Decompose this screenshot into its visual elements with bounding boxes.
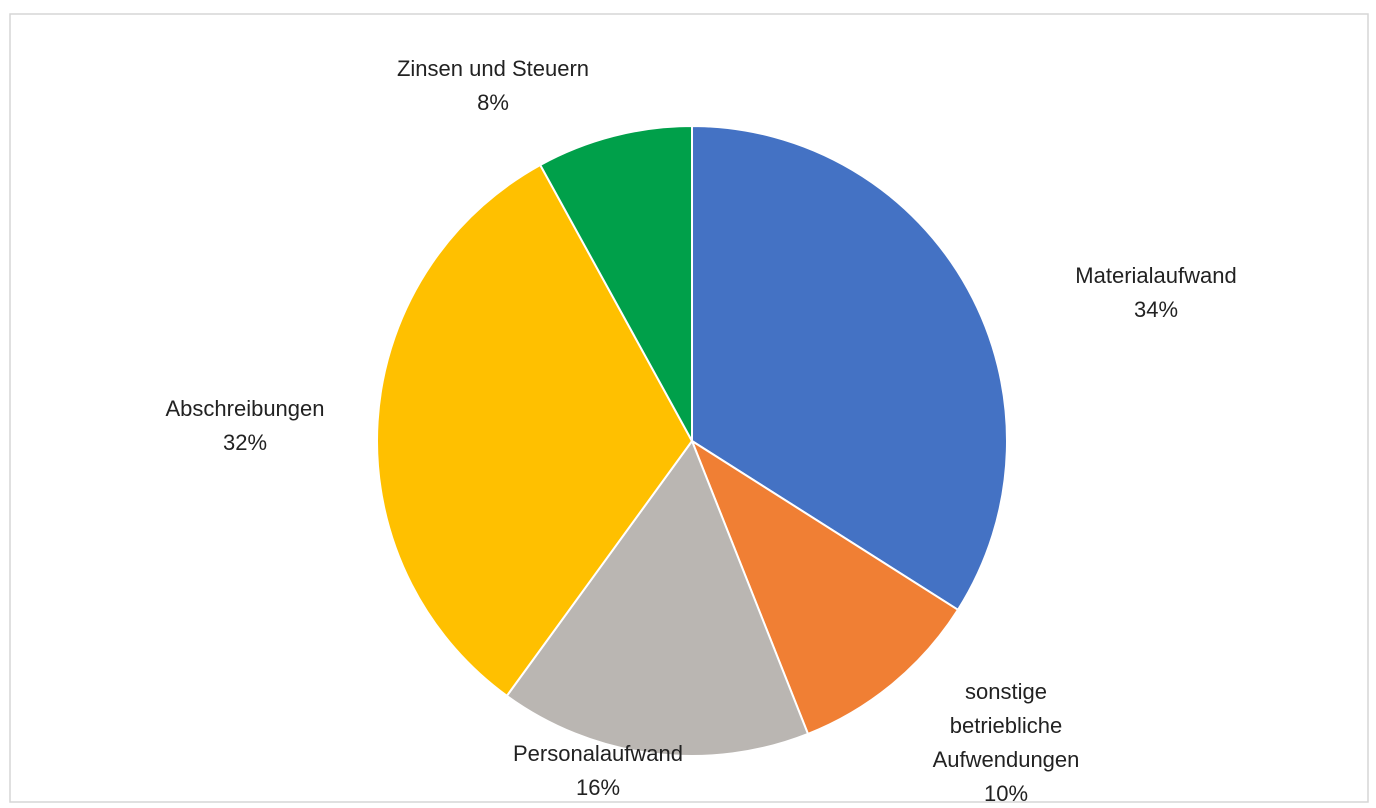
pie-slice xyxy=(376,163,694,698)
slice-label: Materialaufwand xyxy=(1075,263,1236,288)
slice-value-label: 8% xyxy=(477,90,509,115)
pie-slice xyxy=(505,438,810,757)
slice-value-label: 16% xyxy=(576,775,620,800)
slice-label: sonstige betriebliche Aufwendungen xyxy=(933,679,1080,772)
slice-label: Abschreibungen xyxy=(165,396,324,421)
slice-value-label: 32% xyxy=(223,430,267,455)
pie-slice xyxy=(689,438,960,736)
slice-value-label: 10% xyxy=(984,781,1028,806)
pie-slice xyxy=(538,124,693,442)
slice-label: Zinsen und Steuern xyxy=(397,56,589,81)
slice-value-label: 34% xyxy=(1134,297,1178,322)
slice-label: Personalaufwand xyxy=(513,741,683,766)
pie-slice xyxy=(691,124,1008,612)
